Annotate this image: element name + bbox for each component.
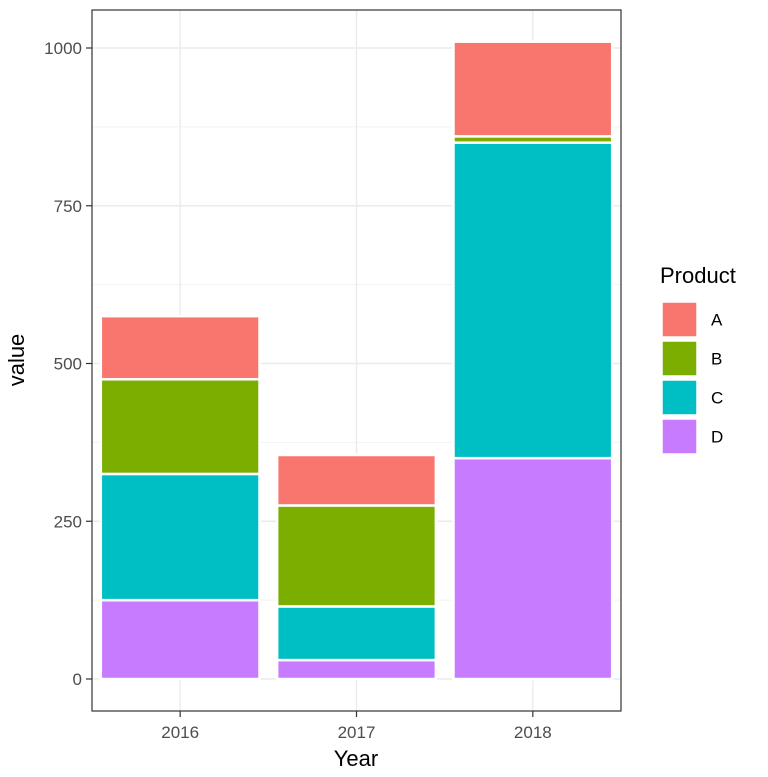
y-tick-label: 750 xyxy=(54,197,82,216)
bar-segment-2018-D xyxy=(452,456,614,681)
bar-segment-2016-B xyxy=(99,378,261,476)
bar-segment-2016-C xyxy=(99,472,261,602)
x-tick-label: 2016 xyxy=(161,723,199,742)
legend: Product A B C D xyxy=(660,263,736,455)
legend-label-A: A xyxy=(711,311,723,330)
y-tick-label: 500 xyxy=(54,355,82,374)
legend-label-D: D xyxy=(711,428,723,447)
legend-key-B xyxy=(661,340,698,377)
legend-title: Product xyxy=(660,263,736,288)
bar-segment-2017-A xyxy=(275,453,438,507)
y-tick-label: 0 xyxy=(73,670,82,689)
x-tick-label: 2018 xyxy=(514,723,552,742)
y-tick-label: 250 xyxy=(54,512,82,531)
bar-segment-2016-A xyxy=(99,314,261,381)
y-axis-title: value xyxy=(4,334,29,387)
legend-label-B: B xyxy=(711,350,722,369)
bar-segment-2017-B xyxy=(275,504,438,608)
bars xyxy=(99,40,614,681)
bar-segment-2018-A xyxy=(452,40,614,138)
legend-key-A xyxy=(661,301,698,338)
bar-segment-2018-C xyxy=(452,141,614,460)
legend-label-C: C xyxy=(711,389,723,408)
x-tick-label: 2017 xyxy=(338,723,376,742)
y-tick-label: 1000 xyxy=(44,39,82,58)
legend-key-C xyxy=(661,379,698,416)
bar-segment-2017-C xyxy=(275,605,438,662)
bar-segment-2017-D xyxy=(275,658,438,681)
legend-key-D xyxy=(661,418,698,455)
axes: 0 250 500 750 1000 2016 2017 2018 xyxy=(44,39,552,742)
x-axis-title: Year xyxy=(334,746,378,771)
bar-segment-2016-D xyxy=(99,598,261,681)
